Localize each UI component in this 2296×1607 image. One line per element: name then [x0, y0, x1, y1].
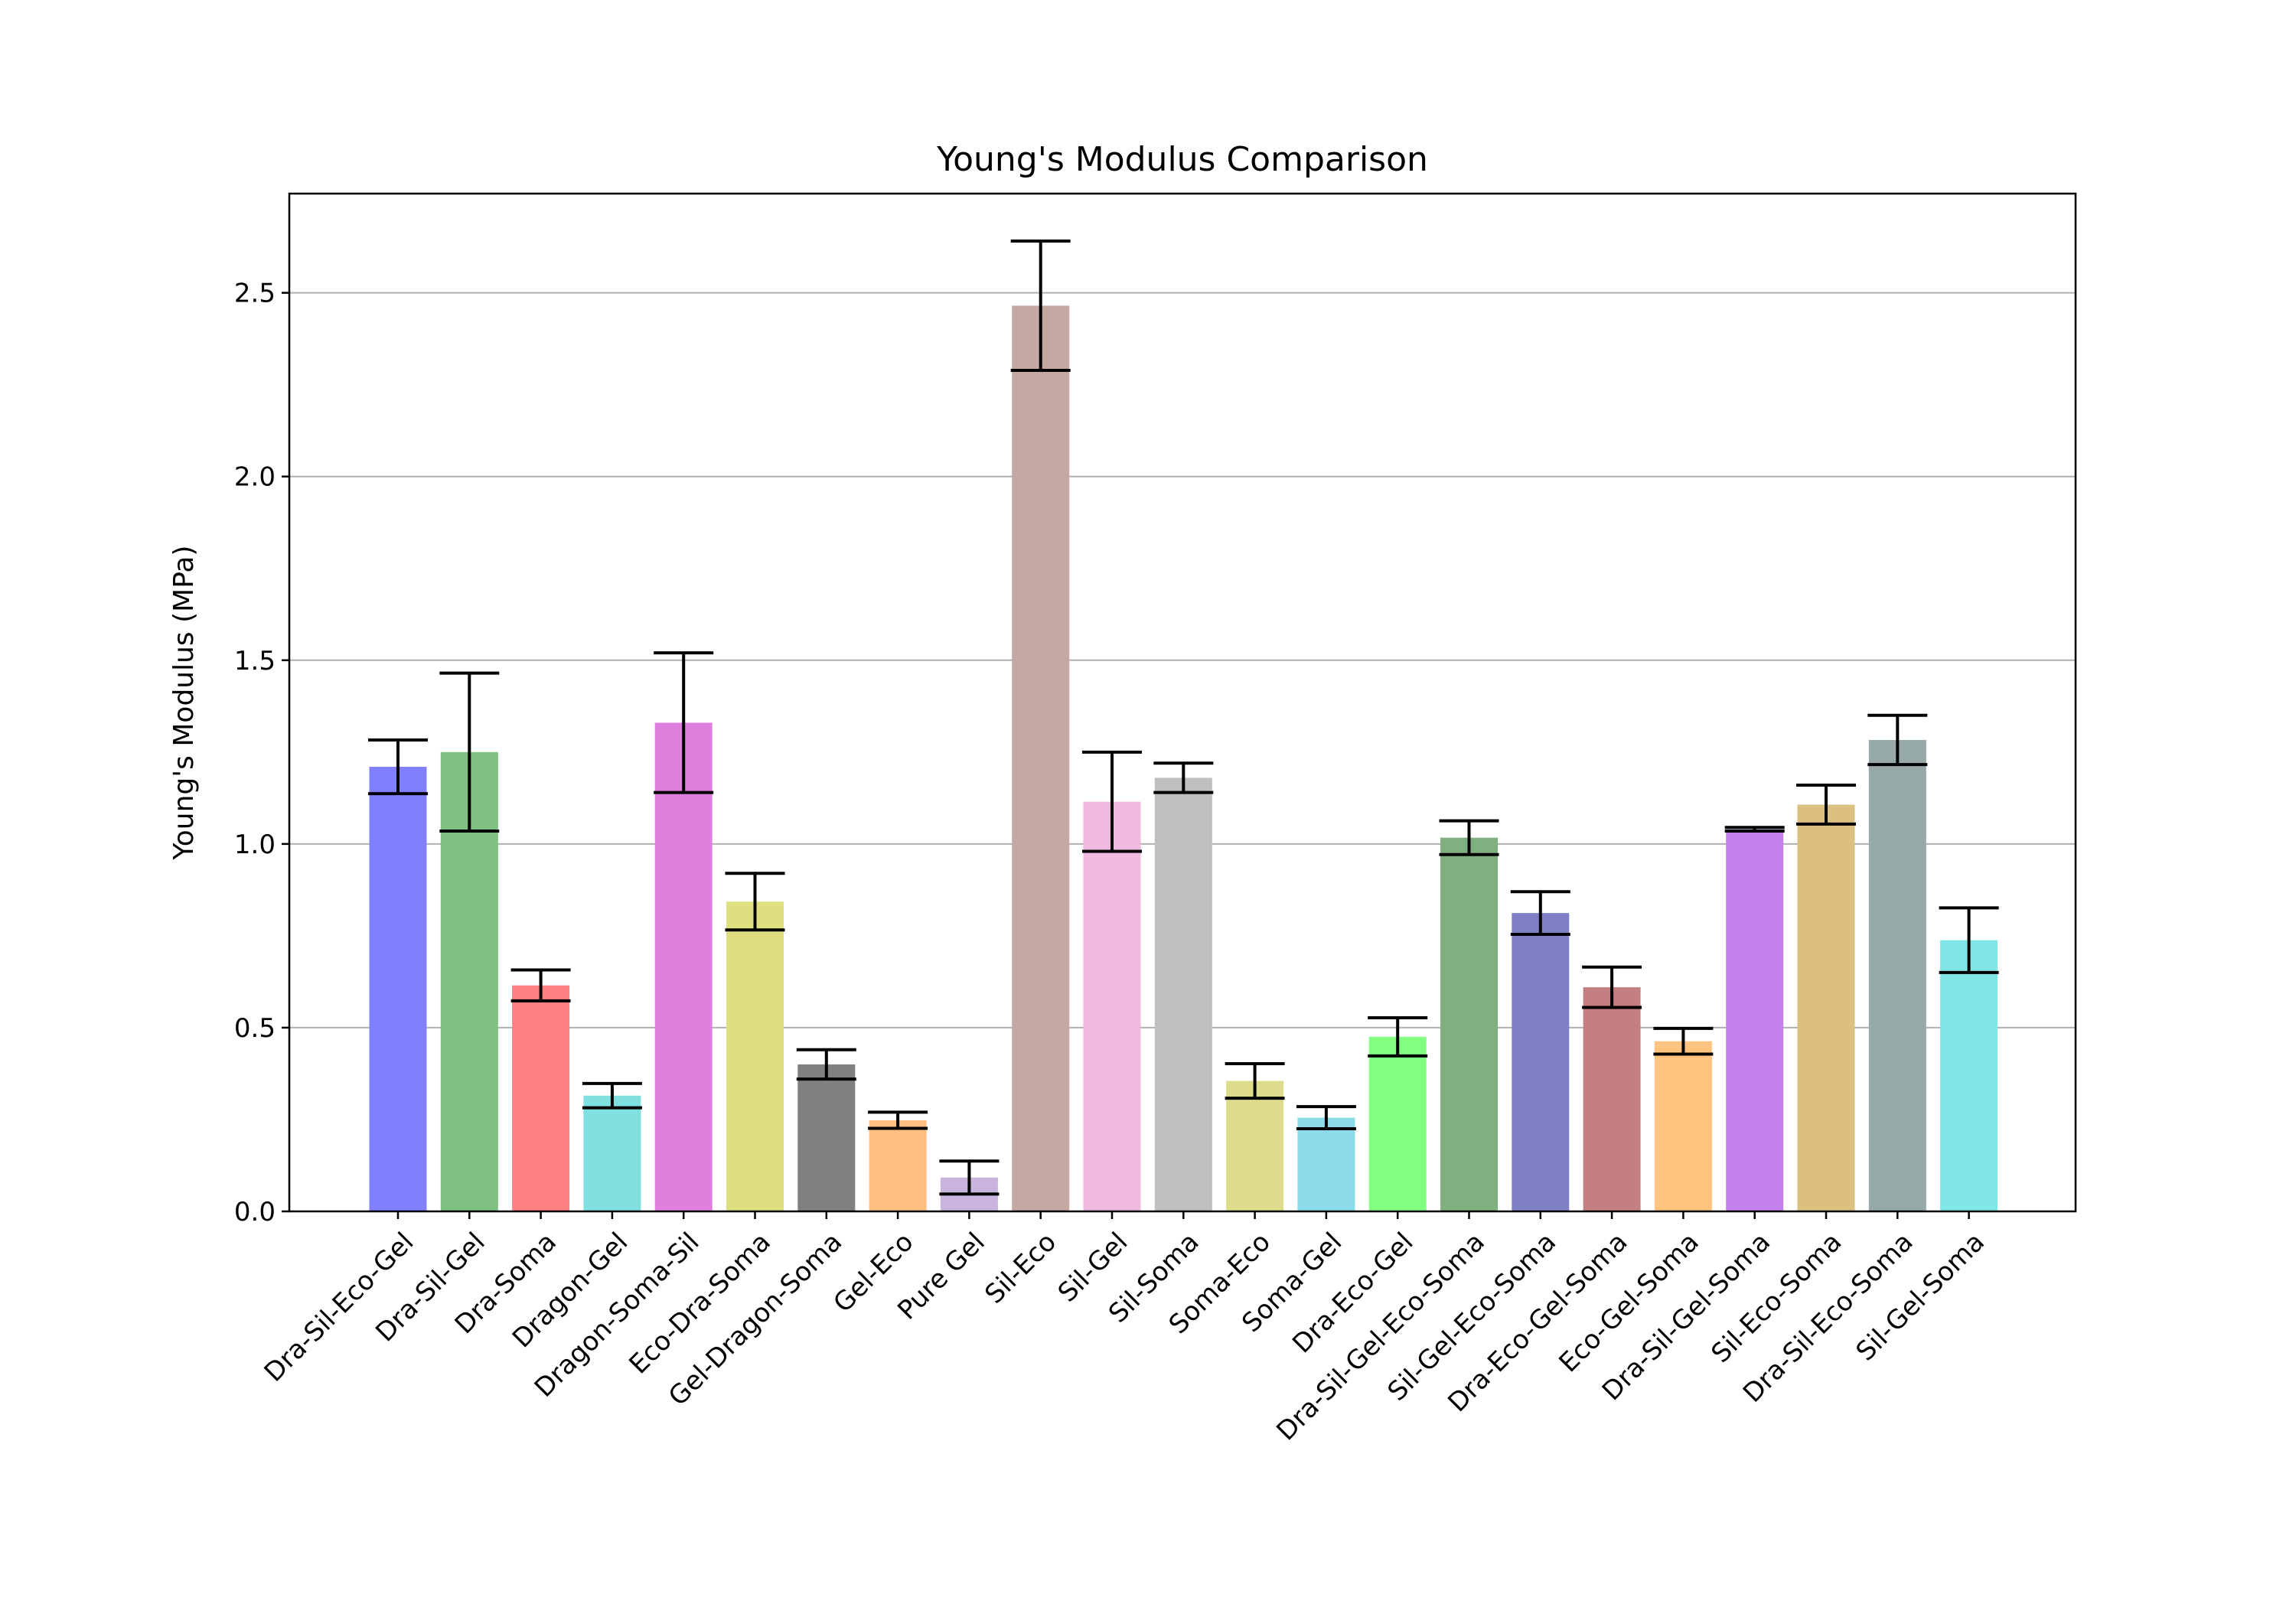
bar [797, 1064, 856, 1211]
bar [1012, 305, 1070, 1211]
error-bar [1796, 784, 1856, 826]
error-bar [510, 968, 571, 1002]
error-bar [1439, 819, 1499, 856]
error-bar [368, 738, 428, 796]
error-bar [1296, 1105, 1356, 1130]
error-bar [1082, 750, 1142, 853]
error-bar [582, 1081, 642, 1110]
bar [1154, 777, 1212, 1211]
y-axis-ticks: 0.0 0.5 1.0 1.5 2.0 2.5 [234, 279, 289, 1227]
error-bar [1867, 713, 1928, 767]
bar [1226, 1081, 1284, 1211]
y-tick-label: 1.0 [234, 830, 276, 860]
error-bars [368, 239, 1999, 1196]
y-tick-label: 0.0 [234, 1197, 276, 1227]
error-bar [439, 671, 500, 833]
bar [583, 1095, 641, 1211]
bar [869, 1120, 927, 1211]
y-tick-label: 0.5 [234, 1013, 276, 1044]
bar [1440, 837, 1498, 1211]
error-bar [939, 1159, 1000, 1196]
bar [726, 901, 784, 1211]
error-bar [1939, 906, 1999, 974]
bar [369, 767, 427, 1211]
y-tick-label: 1.5 [234, 646, 276, 676]
bar [1583, 987, 1641, 1211]
chart-title: Young's Modulus Comparison [936, 140, 1428, 179]
bar [1083, 801, 1141, 1211]
error-bar [1225, 1061, 1285, 1100]
bar [1654, 1041, 1712, 1211]
bar [1368, 1036, 1427, 1211]
error-bar [1153, 761, 1214, 794]
bar [654, 722, 713, 1211]
error-bar [796, 1048, 856, 1081]
error-bar [868, 1110, 928, 1130]
bar [1868, 739, 1926, 1211]
bar [1940, 940, 1998, 1211]
y-tick-label: 2.0 [234, 462, 276, 493]
error-bar [1368, 1015, 1428, 1058]
plot-frame [288, 192, 2077, 1213]
bar [1297, 1117, 1355, 1211]
error-bar [1653, 1026, 1714, 1056]
error-bar [1510, 890, 1570, 936]
y-tick-label: 2.5 [234, 279, 276, 309]
bar [1726, 829, 1784, 1211]
error-bar [1010, 239, 1071, 372]
error-bar [654, 651, 714, 794]
error-bar [725, 872, 785, 932]
bar [512, 985, 570, 1211]
error-bar [1724, 826, 1785, 833]
bar [1797, 804, 1855, 1211]
error-bar [1582, 965, 1642, 1009]
bar [1512, 913, 1570, 1211]
bars [369, 305, 1998, 1211]
y-axis-label: Young's Modulus (MPa) [168, 546, 200, 861]
